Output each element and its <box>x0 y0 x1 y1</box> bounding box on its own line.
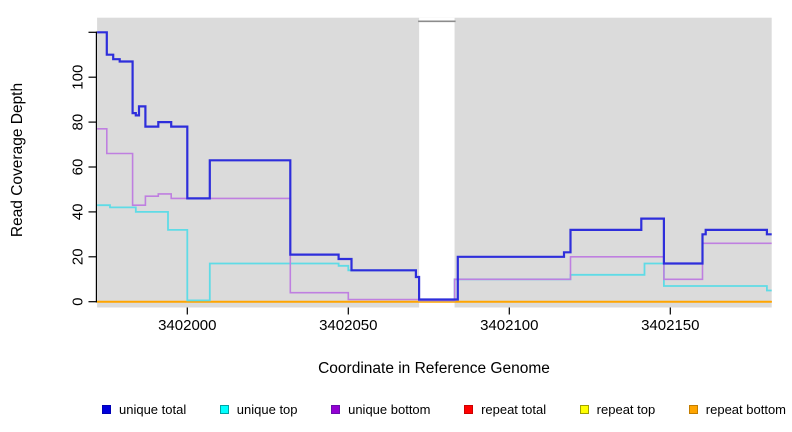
legend: unique total unique top unique bottom repea… <box>102 398 786 420</box>
legend-label: repeat bottom <box>705 401 786 417</box>
legend-item-unique-total: unique total <box>102 403 186 416</box>
y-tick-label: 80 <box>70 114 87 131</box>
legend-item-unique-bottom: unique bottom <box>331 401 431 417</box>
y-tick-label: 40 <box>70 204 87 221</box>
legend-label: repeat top <box>596 401 656 417</box>
x-axis-title: Coordinate in Reference Genome <box>318 360 550 377</box>
y-tick-label: 20 <box>70 248 87 265</box>
legend-swatch-unique-bottom <box>331 404 341 414</box>
legend-swatch-repeat-top <box>579 404 589 414</box>
y-axis-title: Read Coverage Depth <box>9 83 26 237</box>
x-tick-label: 3402150 <box>641 317 699 334</box>
y-tick-label: 0 <box>70 298 87 306</box>
legend-label: unique bottom <box>348 401 431 417</box>
legend-swatch-repeat-total <box>464 404 474 414</box>
series-unique-bottom-line <box>97 128 772 302</box>
x-tick-label: 3402100 <box>480 317 538 334</box>
axes-layer: 0 20 40 60 80 100 3402000 3402050 3402100 3402150 <box>70 31 700 334</box>
legend-label: unique top <box>236 401 298 417</box>
legend-swatch-unique-total <box>102 404 111 414</box>
legend-item-repeat-top: repeat top <box>579 401 656 417</box>
y-tick-label: 60 <box>70 159 87 176</box>
legend-item-unique-top: unique top <box>219 401 298 417</box>
x-tick-label: 3402000 <box>158 317 216 334</box>
series-unique-total-line <box>97 31 772 301</box>
y-tick-label: 100 <box>70 65 87 90</box>
x-tick-label: 3402050 <box>319 317 377 334</box>
legend-label: unique total <box>119 401 187 417</box>
series-lines-layer <box>97 31 772 303</box>
legend-swatch-unique-top <box>219 404 229 414</box>
masked-region-band <box>418 17 456 308</box>
legend-item-repeat-total: repeat total <box>464 403 546 416</box>
masked-region-rect <box>419 17 455 308</box>
legend-swatch-repeat-bottom <box>688 404 698 414</box>
legend-label: repeat total <box>481 401 547 417</box>
legend-item-repeat-bottom: repeat bottom <box>688 401 786 417</box>
